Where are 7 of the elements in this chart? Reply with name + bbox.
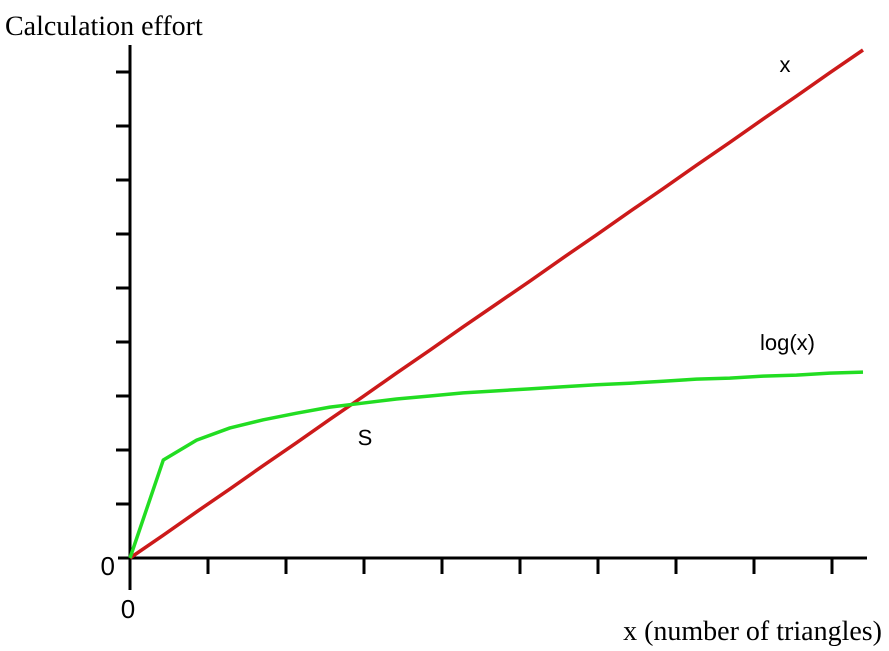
x-axis-title: x (number of triangles): [623, 616, 882, 647]
text: 0: [120, 594, 136, 624]
annotation: S: [358, 425, 372, 450]
chart-title: Calculation effort: [5, 11, 203, 42]
text: 0: [100, 551, 115, 581]
series-label: x: [780, 52, 790, 77]
series-label: log(x): [760, 330, 816, 355]
